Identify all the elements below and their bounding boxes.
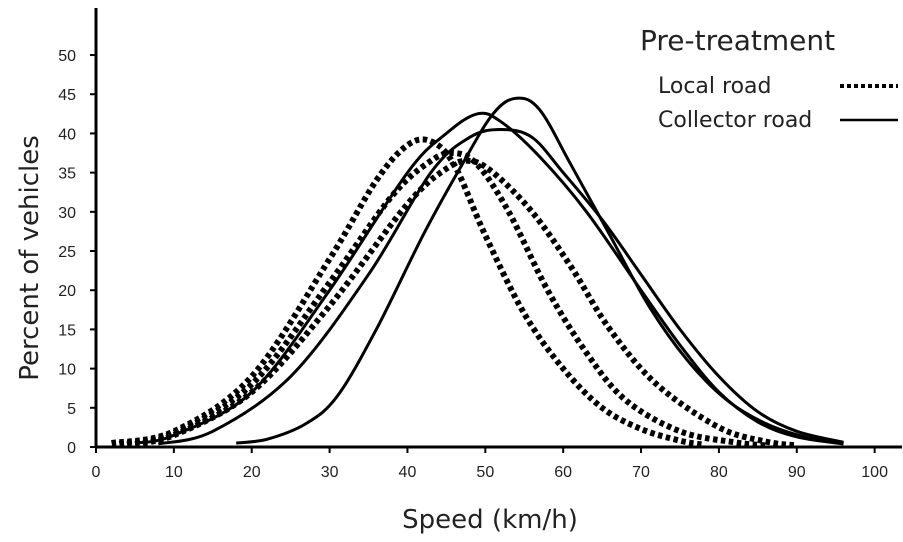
y-tick-label: 40	[58, 126, 76, 143]
y-tick-label: 15	[58, 322, 76, 339]
legend-label: Collector road	[658, 108, 812, 133]
y-tick-label: 35	[58, 166, 76, 183]
series-layer	[111, 96, 844, 449]
y-tick-label: 25	[58, 244, 76, 261]
y-tick-label: 10	[58, 362, 76, 379]
collector-road-curve	[235, 96, 844, 445]
y-tick-label: 20	[58, 283, 76, 300]
axes: 0 5 10 15 20 25 30 35 40 45 50 0 10 20 30 40 50 60 70 80 90 1…	[58, 8, 902, 481]
legend-label: Local road	[658, 74, 771, 99]
y-axis-title: Percent of vehicles	[15, 135, 45, 381]
x-tick-label: 0	[92, 464, 101, 481]
x-tick-label: 20	[243, 464, 261, 481]
y-tick-label: 0	[67, 440, 76, 457]
local-road-curve	[118, 149, 766, 449]
x-tick-label: 50	[476, 464, 494, 481]
x-tick-label: 70	[632, 464, 650, 481]
x-tick-label: 90	[788, 464, 806, 481]
x-tick-label: 40	[399, 464, 417, 481]
axis-labels: Speed (km/h) Percent of vehicles	[15, 135, 578, 535]
y-tick-label: 45	[58, 87, 76, 104]
y-tick-label: 50	[58, 48, 76, 65]
local-road-curve	[111, 136, 704, 448]
x-tick-label: 80	[710, 464, 728, 481]
y-tick-label: 5	[67, 401, 76, 418]
legend: Pre-treatment Local road Collector road	[640, 24, 898, 133]
x-tick-label: 100	[861, 464, 888, 481]
collector-road-curve	[157, 128, 844, 446]
x-axis-title: Speed (km/h)	[402, 505, 578, 535]
x-tick-label: 30	[321, 464, 339, 481]
local-road-curve	[126, 157, 798, 449]
y-tick-label: 30	[58, 205, 76, 222]
x-tick-label: 60	[554, 464, 572, 481]
legend-title: Pre-treatment	[640, 24, 835, 57]
x-tick-label: 10	[165, 464, 183, 481]
